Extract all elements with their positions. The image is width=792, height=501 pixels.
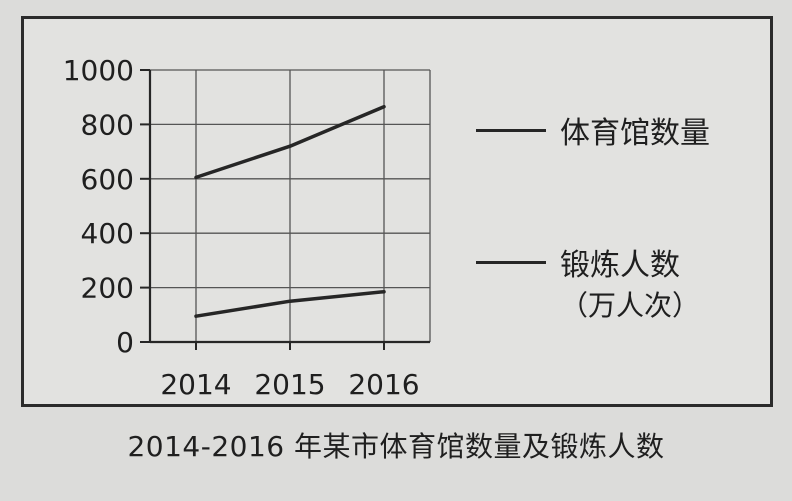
y-tick-label-600: 600 (81, 163, 134, 196)
series-line-exercise-count (194, 289, 386, 318)
y-tick-label-200: 200 (81, 272, 134, 305)
y-tick-label-1000: 1000 (63, 54, 134, 87)
legend-swatch-gym-count (476, 128, 546, 132)
x-tick-label-2014: 2014 (160, 368, 231, 401)
legend-swatch-exercise-count (476, 260, 546, 264)
series-line-gym-count (194, 104, 386, 180)
x-tick-label-2015: 2015 (254, 368, 325, 401)
legend-unit-note: （万人次） (560, 289, 701, 322)
y-tick-label-400: 400 (81, 217, 134, 250)
legend-label-exercise-count: 锻炼人数 (560, 248, 680, 283)
legend-item-exercise-count: 锻炼人数 (476, 240, 680, 284)
y-tick-label-800: 800 (81, 108, 134, 141)
y-tick-label-0: 0 (116, 326, 134, 359)
legend-item-gym-count: 体育馆数量 (476, 108, 710, 152)
chart-title: 2014-2016 年某市体育馆数量及锻炼人数 (127, 430, 665, 463)
x-tick-label-2016: 2016 (348, 368, 419, 401)
legend-label-gym-count: 体育馆数量 (560, 116, 710, 151)
